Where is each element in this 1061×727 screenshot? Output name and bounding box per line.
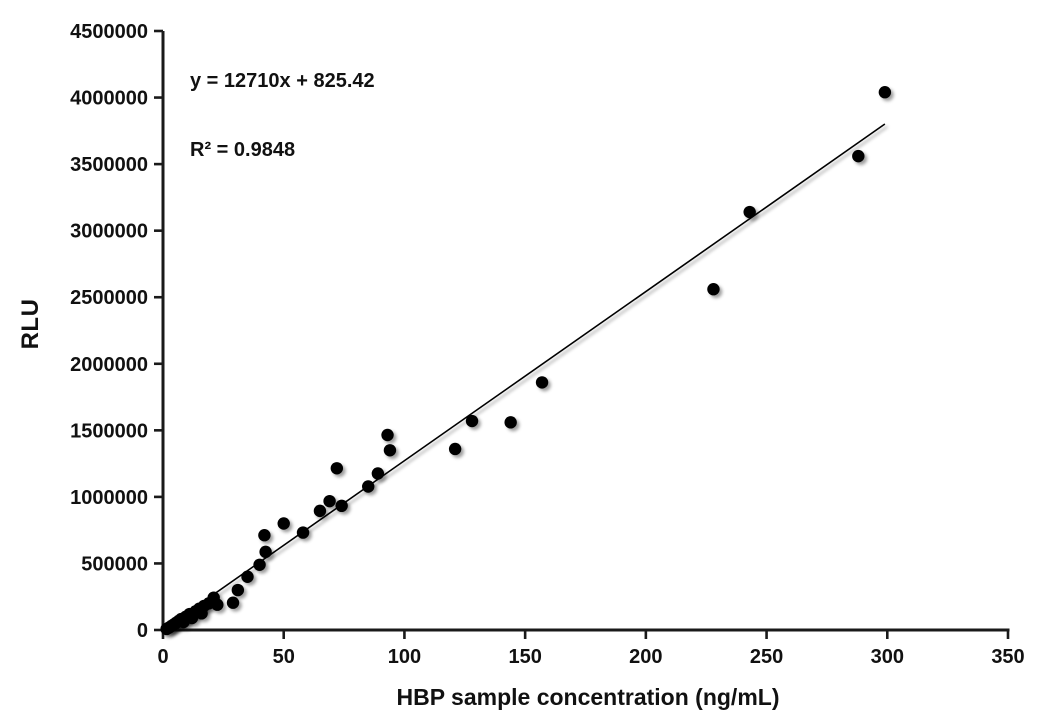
y-tick-label: 3500000 [70, 154, 148, 176]
x-tick-label: 50 [273, 646, 295, 668]
y-tick-label: 0 [137, 620, 148, 642]
data-point [231, 583, 245, 597]
data-point [226, 596, 240, 609]
regression-r-squared: R² = 0.9848 [190, 139, 296, 161]
regression-annotation: y = 12710x + 825.42 R² = 0.9848 [190, 24, 375, 208]
y-axis-title: RLU [17, 298, 44, 350]
data-point [371, 467, 385, 480]
data-point [259, 545, 272, 559]
x-tick-label: 100 [388, 646, 421, 668]
data-point [878, 86, 892, 99]
data-point [852, 149, 865, 163]
data-point [330, 462, 344, 475]
data-point [448, 442, 462, 456]
x-axis-ticks: 0 50 100 150 200 250 300 350 [157, 630, 1025, 668]
regression-equation: y = 12710x + 825.42 [190, 70, 375, 92]
data-point [323, 494, 336, 508]
y-tick-label: 4000000 [70, 88, 148, 110]
data-point [335, 499, 348, 513]
data-point [465, 414, 479, 428]
x-tick-label: 150 [508, 646, 541, 668]
data-point [258, 529, 271, 542]
data-point [277, 517, 290, 530]
data-point [313, 504, 327, 518]
data-point [535, 376, 549, 389]
data-point [241, 570, 254, 583]
regression-trendline [164, 123, 886, 629]
y-tick-label: 1500000 [70, 420, 148, 442]
data-point [504, 416, 517, 429]
y-tick-label: 500000 [81, 553, 148, 575]
data-point [383, 444, 397, 457]
data-point [296, 526, 310, 539]
x-axis-title: HBP sample concentration (ng/mL) [396, 684, 780, 710]
data-point [743, 205, 756, 219]
data-point [707, 283, 720, 296]
x-tick-label: 0 [157, 646, 168, 668]
data-point [381, 428, 394, 442]
x-tick-label: 250 [750, 646, 783, 668]
data-point [362, 480, 375, 493]
x-tick-label: 200 [629, 646, 662, 668]
data-points [160, 86, 892, 636]
y-tick-label: 3000000 [70, 221, 148, 243]
data-point [253, 558, 266, 571]
y-axis-ticks: 0 500000 1000000 1500000 2000000 2500000 30000… [70, 21, 163, 642]
y-tick-label: 2000000 [70, 354, 148, 376]
x-tick-label: 350 [991, 646, 1024, 668]
y-tick-label: 2500000 [70, 287, 148, 309]
data-point [211, 598, 224, 611]
y-tick-label: 1000000 [70, 487, 148, 509]
x-tick-label: 300 [871, 646, 904, 668]
y-tick-label: 4500000 [70, 21, 148, 43]
